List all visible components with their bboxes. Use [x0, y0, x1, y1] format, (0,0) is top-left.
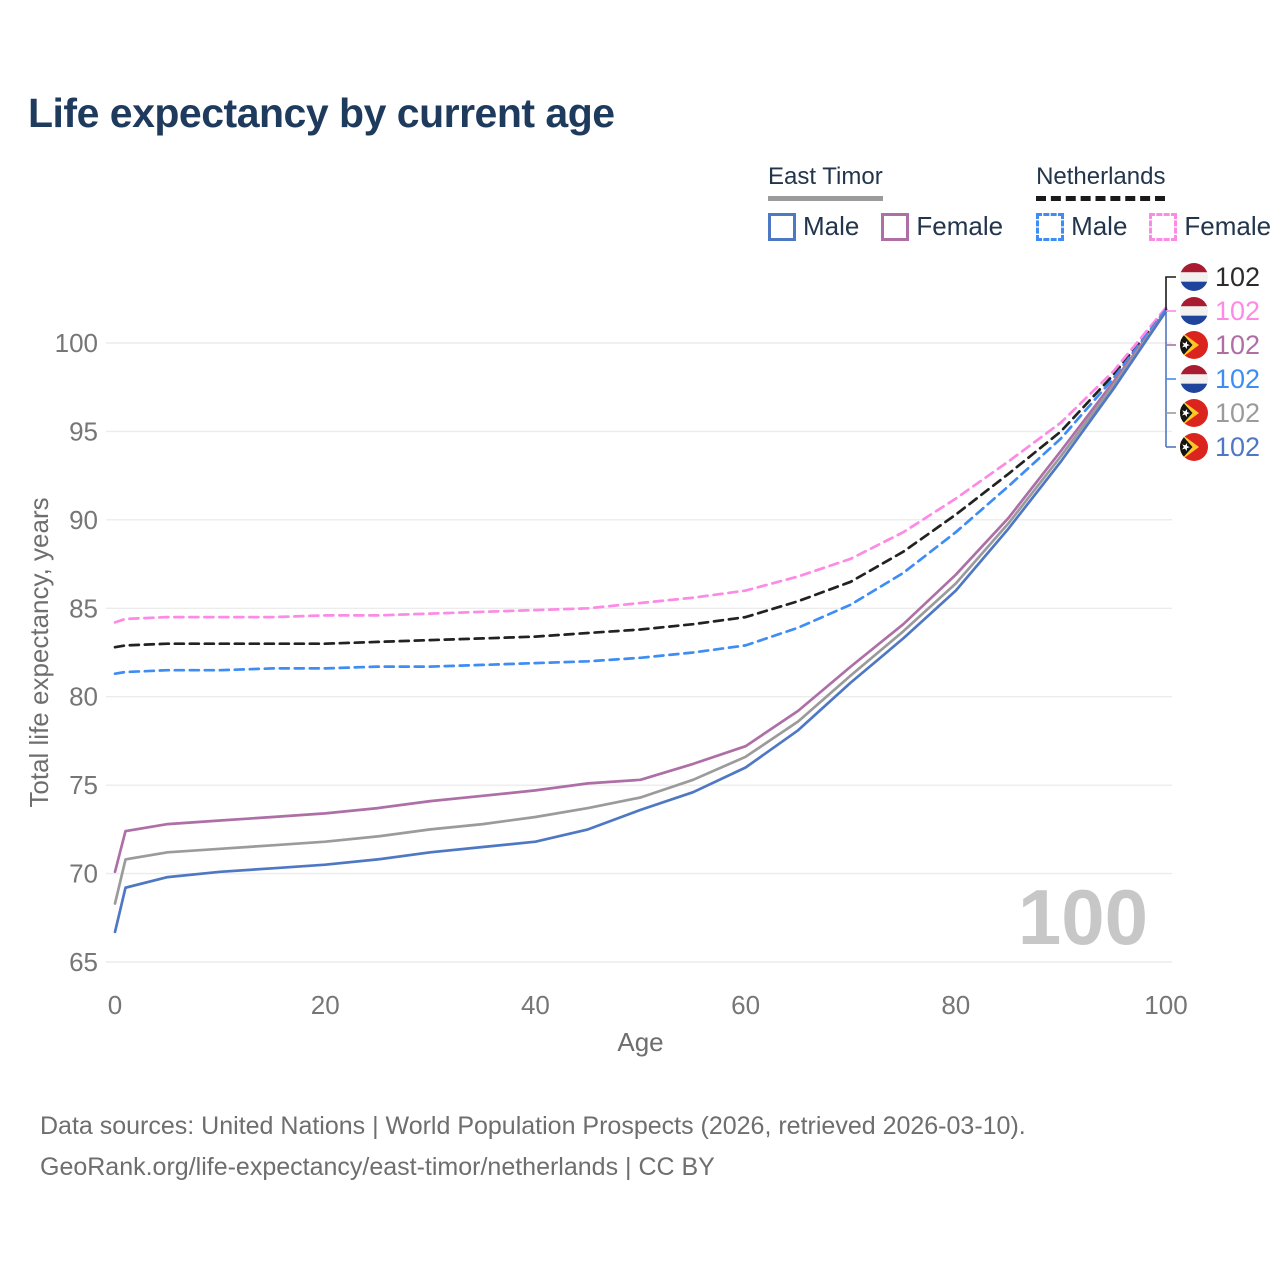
- x-tick-label: 0: [108, 990, 122, 1020]
- legend-item-east-timor-male[interactable]: Male: [768, 211, 859, 242]
- legend: East Timor Male Female Netherlands Male: [768, 163, 1271, 242]
- x-tick-label: 60: [731, 990, 760, 1020]
- footer: Data sources: United Nations | World Pop…: [40, 1106, 1026, 1188]
- legend-item-label: Male: [803, 211, 860, 241]
- legend-group-east-timor: East Timor Male Female: [768, 163, 1003, 242]
- legend-item-label: Female: [916, 211, 1004, 241]
- legend-group-netherlands: Netherlands Male Female: [1036, 163, 1271, 242]
- east-timor-female-swatch-icon: [881, 212, 910, 241]
- y-tick-label: 85: [69, 593, 98, 623]
- x-tick-label: 40: [521, 990, 550, 1020]
- y-tick-label: 75: [69, 770, 98, 800]
- east-timor-flag-icon: [1180, 399, 1208, 427]
- series-line-netherlands-female: [113, 306, 1168, 624]
- x-tick-label: 100: [1144, 990, 1187, 1020]
- x-tick-label: 20: [311, 990, 340, 1020]
- end-value-label: 102: [1215, 296, 1260, 326]
- netherlands-female-swatch-icon: [1149, 212, 1178, 241]
- legend-item-east-timor-female[interactable]: Female: [881, 211, 1003, 242]
- east-timor-flag-icon: [1180, 433, 1208, 461]
- series-line-east-timor-female: [113, 309, 1168, 874]
- y-tick-label: 70: [69, 859, 98, 889]
- y-tick-label: 80: [69, 682, 98, 712]
- legend-group-title-netherlands[interactable]: Netherlands: [1036, 163, 1166, 201]
- y-tick-label: 95: [69, 416, 98, 446]
- legend-item-netherlands-female[interactable]: Female: [1149, 211, 1271, 242]
- legend-items-east-timor: Male Female: [768, 211, 1003, 242]
- x-axis-title: Age: [617, 1027, 663, 1057]
- page-title: Life expectancy by current age: [28, 90, 615, 136]
- y-tick-label: 65: [69, 947, 98, 977]
- netherlands-flag-icon: [1180, 263, 1208, 291]
- x-tick-label: 80: [941, 990, 970, 1020]
- y-axis-title: Total life expectancy, years: [24, 497, 54, 807]
- end-value-label: 102: [1215, 330, 1260, 360]
- netherlands-male-swatch-icon: [1036, 212, 1065, 241]
- end-value-label: 102: [1215, 262, 1260, 292]
- series-line-east-timor-total: [113, 309, 1168, 905]
- leader-line-top: [1165, 276, 1176, 311]
- end-value-label: 102: [1215, 364, 1260, 394]
- legend-items-netherlands: Male Female: [1036, 211, 1271, 242]
- legend-group-title-east-timor[interactable]: East Timor: [768, 163, 883, 201]
- footer-data-sources: Data sources: United Nations | World Pop…: [40, 1112, 1026, 1140]
- series-line-east-timor-male: [113, 309, 1168, 934]
- y-tick-label: 100: [55, 328, 98, 358]
- east-timor-male-swatch-icon: [768, 212, 796, 241]
- legend-item-label: Female: [1184, 211, 1272, 241]
- netherlands-flag-icon: [1180, 365, 1208, 393]
- end-value-label: 102: [1215, 398, 1260, 428]
- footer-attribution: GeoRank.org/life-expectancy/east-timor/n…: [40, 1153, 715, 1181]
- age-watermark: 100: [1017, 873, 1148, 961]
- east-timor-flag-icon: [1180, 331, 1208, 359]
- series-line-netherlands-male: [113, 308, 1168, 676]
- legend-item-label: Male: [1071, 211, 1128, 241]
- netherlands-flag-icon: [1180, 297, 1208, 325]
- end-value-label: 102: [1215, 432, 1260, 462]
- y-tick-label: 90: [69, 505, 98, 535]
- series-line-netherlands-total: [113, 308, 1168, 649]
- legend-item-netherlands-male[interactable]: Male: [1036, 211, 1127, 242]
